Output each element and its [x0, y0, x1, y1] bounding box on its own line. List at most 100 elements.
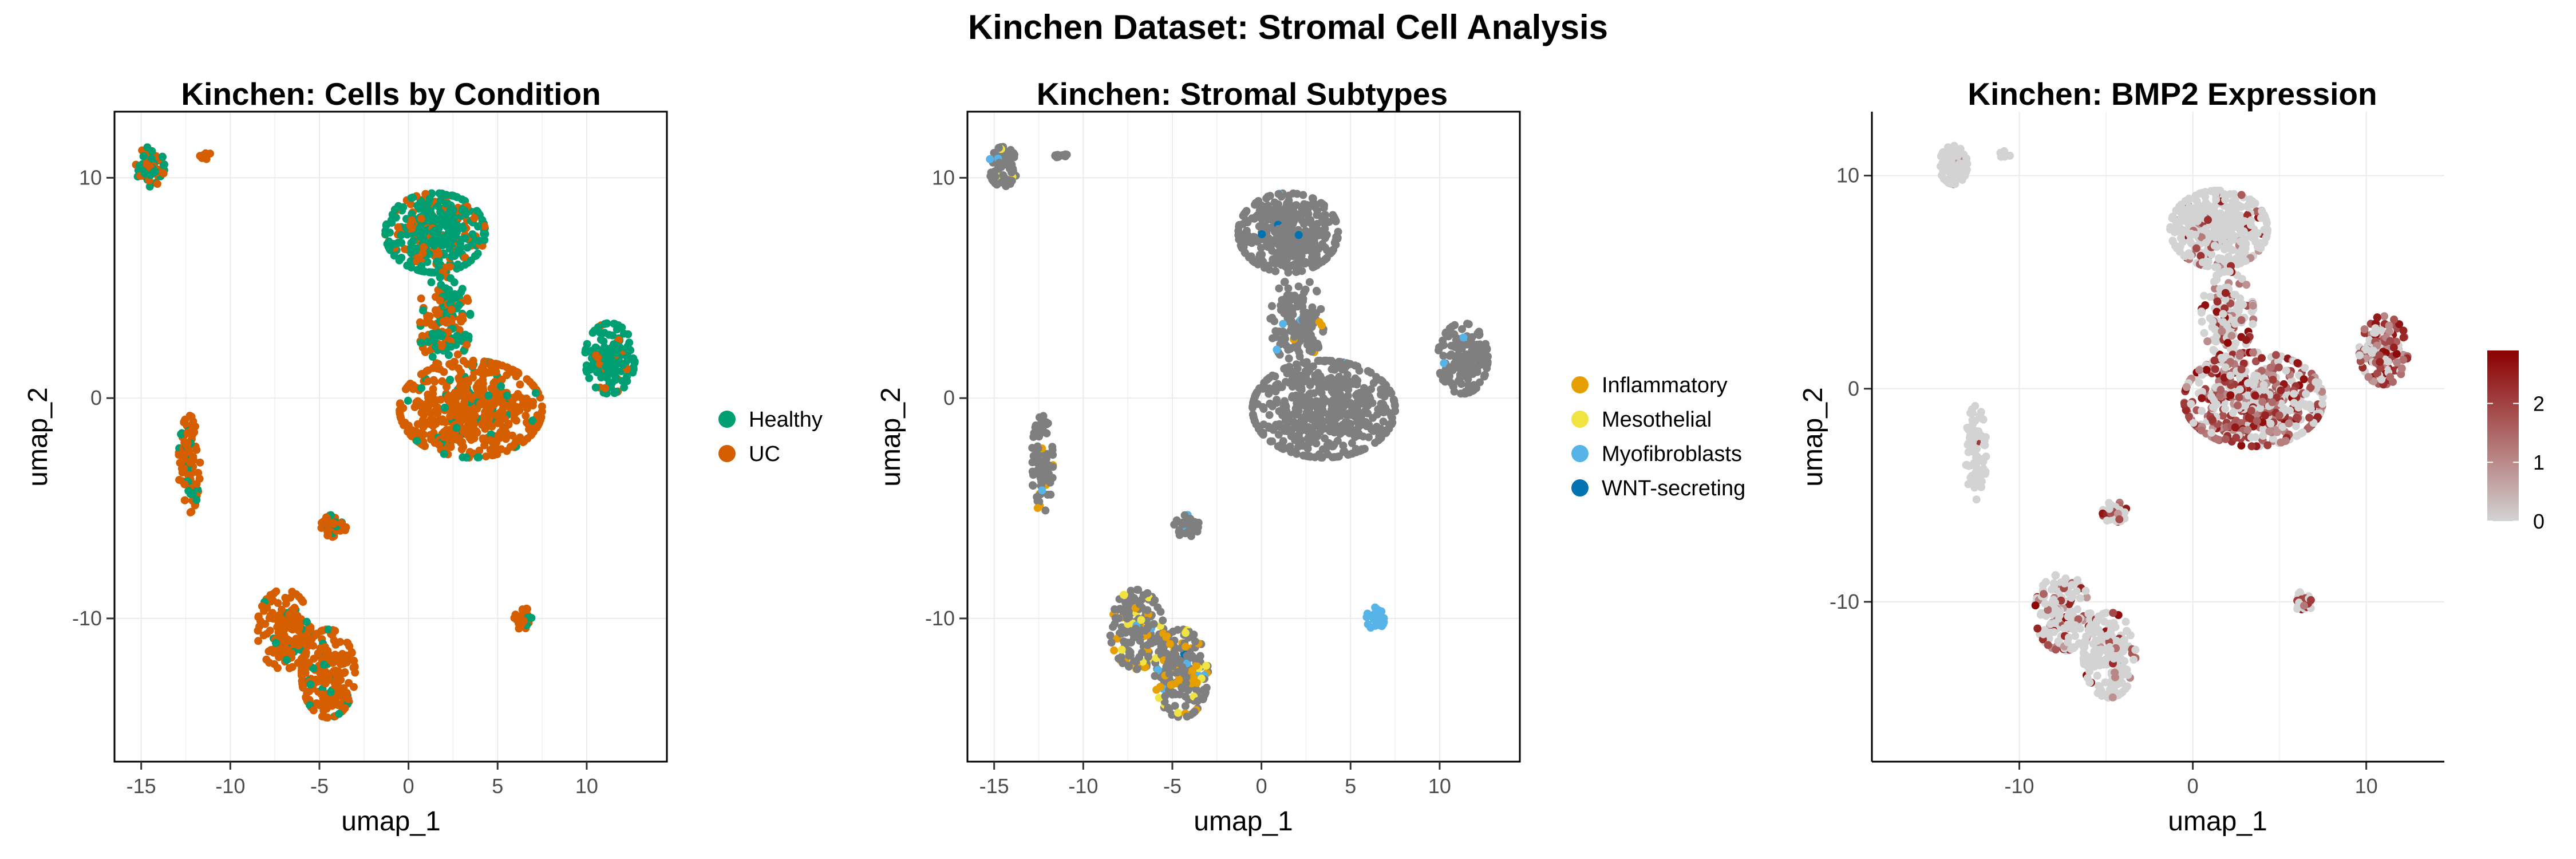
data-point	[282, 599, 290, 608]
grid	[1872, 112, 2444, 762]
data-point	[410, 403, 419, 411]
data-point	[421, 348, 429, 356]
data-point	[1294, 282, 1303, 291]
data-point	[1305, 390, 1313, 399]
data-point	[2041, 578, 2050, 586]
data-point	[1126, 651, 1135, 660]
data-point	[1467, 334, 1475, 343]
data-point	[322, 704, 331, 713]
data-point	[1346, 401, 1355, 409]
data-point	[287, 625, 296, 633]
data-point	[286, 593, 295, 602]
data-point	[2179, 207, 2188, 215]
data-point	[485, 436, 494, 444]
data-point	[2095, 612, 2103, 621]
data-point	[619, 329, 628, 338]
data-point	[1132, 624, 1140, 633]
data-point	[1346, 360, 1354, 368]
data-point	[413, 420, 422, 428]
data-point	[303, 688, 311, 697]
data-point	[1190, 707, 1199, 716]
data-point	[2232, 210, 2241, 219]
data-point	[1255, 250, 1264, 259]
data-point	[1110, 646, 1119, 655]
data-point	[600, 329, 609, 337]
data-point	[461, 261, 469, 269]
data-point	[442, 199, 450, 208]
data-point	[1371, 439, 1379, 447]
data-point	[412, 427, 420, 436]
data-point	[1314, 357, 1323, 365]
data-point	[583, 348, 591, 356]
data-point	[1266, 314, 1275, 323]
data-point	[459, 443, 468, 451]
data-point	[2210, 242, 2219, 250]
data-point	[1353, 362, 1362, 371]
data-point	[463, 294, 471, 303]
data-point	[180, 464, 188, 473]
data-point	[427, 409, 436, 417]
data-point	[428, 353, 437, 361]
legend-label: UC	[749, 442, 780, 466]
data-point	[1293, 251, 1301, 260]
data-point	[2109, 655, 2118, 663]
data-point	[196, 458, 204, 467]
data-point	[1192, 685, 1200, 693]
data-point	[1309, 246, 1317, 255]
data-point	[2079, 654, 2088, 663]
data-point	[1279, 320, 1287, 328]
data-point	[351, 668, 359, 677]
data-point	[1448, 322, 1456, 331]
data-point	[1271, 372, 1279, 381]
data-point	[519, 438, 528, 446]
data-point	[1194, 697, 1202, 706]
data-point	[1283, 230, 1292, 239]
data-point	[1181, 702, 1190, 710]
data-point	[432, 420, 440, 428]
data-point	[424, 199, 433, 207]
data-point	[333, 670, 342, 679]
data-point	[2107, 683, 2115, 692]
data-point	[135, 161, 144, 170]
data-point	[1254, 260, 1262, 269]
y-tick-label: 10	[79, 166, 102, 189]
x-tick-label: -10	[1068, 774, 1098, 798]
data-point	[2217, 209, 2225, 218]
y-tick-label: -10	[72, 606, 102, 630]
data-point	[1304, 362, 1313, 371]
data-point	[1109, 622, 1117, 631]
data-point	[1330, 387, 1338, 395]
data-point	[2168, 237, 2177, 246]
data-point	[449, 226, 457, 235]
data-point	[498, 399, 507, 408]
data-point	[1382, 428, 1390, 437]
data-point	[2230, 190, 2238, 198]
data-point	[2093, 671, 2101, 680]
data-point	[459, 453, 467, 462]
data-point	[258, 602, 266, 610]
points	[132, 143, 639, 722]
data-point	[1364, 409, 1372, 417]
data-point	[433, 310, 441, 318]
data-point	[424, 399, 433, 408]
data-point	[1437, 342, 1446, 350]
data-point	[2200, 329, 2208, 337]
data-point	[1439, 352, 1448, 360]
data-point	[1381, 380, 1390, 389]
x-tick-label: 0	[1256, 774, 1267, 798]
data-point	[2105, 505, 2113, 513]
data-point	[1301, 259, 1310, 267]
data-point	[433, 403, 442, 412]
data-point	[397, 231, 405, 239]
data-point	[1338, 409, 1346, 418]
data-point	[1133, 665, 1141, 673]
data-point	[512, 408, 521, 416]
data-point	[1250, 214, 1259, 223]
data-point	[1307, 316, 1315, 325]
data-point	[1468, 342, 1476, 351]
data-point	[993, 180, 1001, 189]
data-point	[331, 626, 339, 635]
data-point	[444, 291, 452, 300]
data-point	[2095, 646, 2103, 654]
data-point	[2166, 223, 2175, 231]
